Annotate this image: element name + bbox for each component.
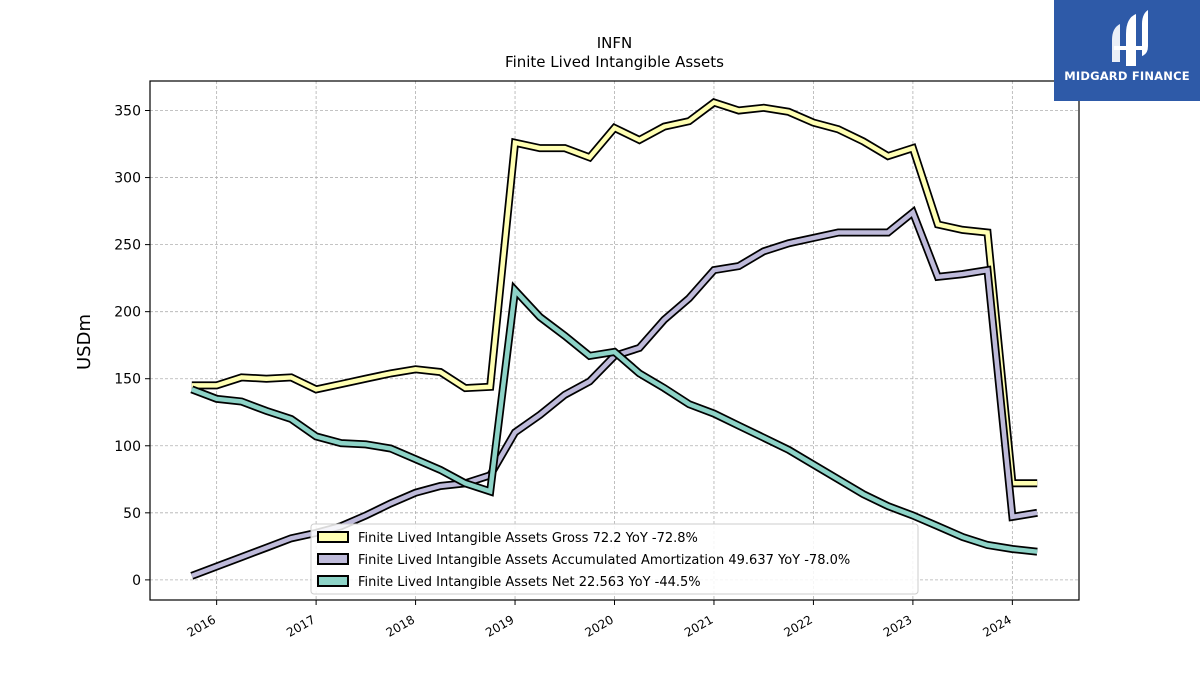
x-tick-label: 2017 [284,612,317,639]
legend-swatch [317,575,349,587]
y-tick-label: 200 [114,305,141,321]
chart-subtitle: Finite Lived Intangible Assets [505,53,724,71]
y-axis-label: USDm [74,314,95,370]
series-line [191,285,1038,554]
brand-logo: MIDGARD FINANCE [1054,0,1200,101]
x-tick-label: 2023 [881,612,914,639]
y-tick-label: 300 [114,171,141,187]
y-tick-label: 350 [114,104,141,120]
y-tick-label: 150 [114,372,141,388]
x-tick-label: 2021 [682,612,715,639]
brand-name: MIDGARD FINANCE [1064,69,1190,83]
legend-label: Finite Lived Intangible Assets Net 22.56… [358,575,701,590]
legend: Finite Lived Intangible Assets Gross 72.… [310,523,919,595]
x-tick-label: 2020 [583,612,616,639]
x-tick-label: 2024 [980,612,1013,639]
y-tick-label: 100 [114,439,141,455]
legend-swatch [317,553,349,565]
chart-title: INFN [597,34,633,52]
legend-swatch [317,531,349,543]
series-lines [190,98,1038,580]
grid [150,81,1079,600]
x-tick-label: 2018 [384,612,417,639]
y-tick-label: 250 [114,238,141,254]
legend-label: Finite Lived Intangible Assets Accumulat… [358,553,850,568]
legend-box [310,523,919,595]
x-tick-label: 2019 [483,612,516,639]
x-tick-label: 2016 [185,612,218,639]
x-tick-label: 2022 [781,612,814,639]
y-tick-label: 50 [123,506,141,522]
brand-mark-icon [1112,10,1148,66]
series-line [191,100,1038,486]
y-tick-label: 0 [132,573,141,589]
legend-label: Finite Lived Intangible Assets Gross 72.… [358,531,698,546]
